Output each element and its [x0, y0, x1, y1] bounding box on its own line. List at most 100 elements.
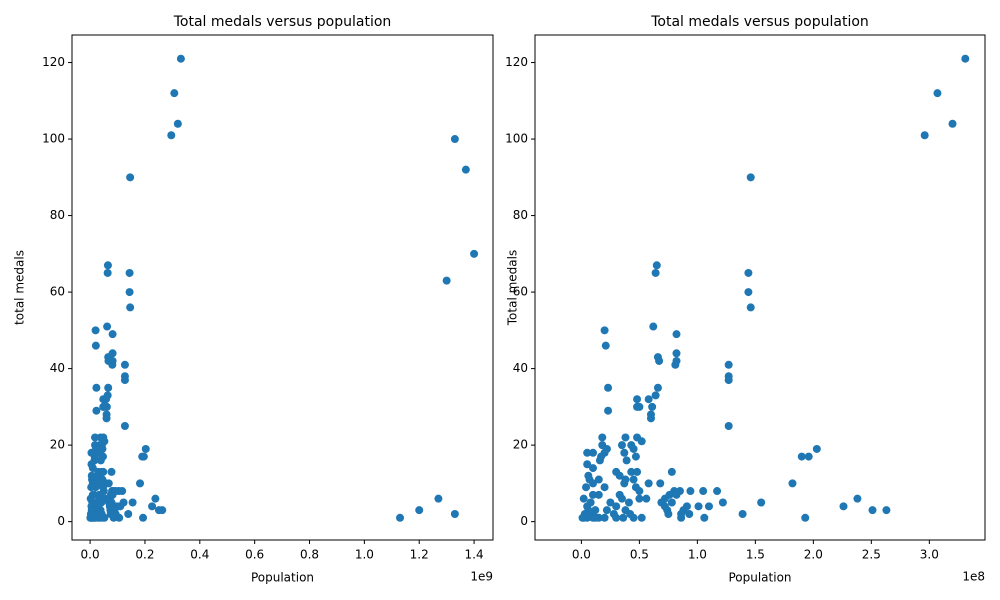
point — [920, 131, 929, 140]
y-tick-label: 80 — [513, 208, 528, 222]
point — [667, 498, 676, 507]
point — [588, 464, 597, 473]
point — [612, 502, 621, 511]
point — [601, 341, 610, 350]
y-tick-label: 40 — [50, 361, 65, 375]
point — [442, 276, 451, 285]
point — [746, 303, 755, 312]
point — [600, 326, 609, 335]
point — [635, 494, 644, 503]
point — [744, 288, 753, 297]
point — [120, 376, 129, 385]
point — [470, 249, 479, 258]
point — [91, 326, 100, 335]
point — [635, 402, 644, 411]
x-tick-label: 1.2 — [410, 548, 429, 562]
point — [96, 456, 105, 465]
point — [629, 513, 638, 522]
point — [120, 360, 129, 369]
point — [141, 444, 150, 453]
point — [582, 483, 591, 492]
point — [637, 513, 646, 522]
point — [637, 437, 646, 446]
point — [600, 513, 609, 522]
point — [812, 444, 821, 453]
point — [139, 452, 148, 461]
point — [588, 448, 597, 457]
point — [788, 479, 797, 488]
point — [602, 506, 611, 515]
point — [839, 502, 848, 511]
point — [595, 456, 604, 465]
point — [649, 322, 658, 331]
point — [621, 433, 630, 442]
point — [620, 479, 629, 488]
point — [139, 513, 148, 522]
point — [594, 475, 603, 484]
point — [583, 448, 592, 457]
point — [633, 467, 642, 476]
point — [103, 261, 112, 270]
y-tick-label: 20 — [513, 438, 528, 452]
point — [620, 448, 629, 457]
point — [151, 494, 160, 503]
point — [631, 452, 640, 461]
y-tick-label: 100 — [42, 132, 65, 146]
point — [118, 487, 127, 496]
x-tick-label: 1.0 — [688, 548, 707, 562]
point — [461, 165, 470, 174]
point — [415, 506, 424, 515]
point — [853, 494, 862, 503]
point — [606, 498, 615, 507]
point — [450, 509, 459, 518]
point — [652, 261, 661, 270]
point — [89, 513, 98, 522]
point — [450, 135, 459, 144]
point — [629, 444, 638, 453]
point — [167, 131, 176, 140]
point — [107, 467, 116, 476]
y-axis-label: total medals — [13, 250, 27, 325]
point — [103, 322, 112, 331]
x-tick-label: 2.5 — [862, 548, 881, 562]
point — [588, 479, 597, 488]
point — [622, 456, 631, 465]
point — [615, 471, 624, 480]
point — [600, 483, 609, 492]
point — [724, 360, 733, 369]
point — [653, 383, 662, 392]
x-tick-label: 0.6 — [245, 548, 264, 562]
point — [612, 513, 621, 522]
point — [87, 483, 96, 492]
x-tick-label: 1.5 — [746, 548, 765, 562]
point — [882, 506, 891, 515]
x-tick-label: 0.8 — [300, 548, 319, 562]
point — [672, 349, 681, 358]
point — [648, 402, 657, 411]
x-tick-label: 1.0 — [355, 548, 374, 562]
point — [656, 479, 665, 488]
point — [109, 513, 118, 522]
point — [619, 513, 628, 522]
x-tick-label: 1.4 — [465, 548, 484, 562]
point — [125, 268, 134, 277]
point — [624, 498, 633, 507]
point — [694, 502, 703, 511]
point — [604, 383, 613, 392]
point — [588, 490, 597, 499]
point — [617, 441, 626, 450]
y-tick-label: 120 — [505, 55, 528, 69]
point — [804, 452, 813, 461]
point — [598, 433, 607, 442]
point — [718, 498, 727, 507]
x-tick-label: 0.0 — [81, 548, 100, 562]
point — [104, 479, 113, 488]
x-offset-label: 1e8 — [962, 570, 985, 584]
point — [99, 402, 108, 411]
point — [583, 460, 592, 469]
point — [104, 383, 113, 392]
point — [961, 54, 970, 63]
point — [434, 494, 443, 503]
point — [801, 513, 810, 522]
